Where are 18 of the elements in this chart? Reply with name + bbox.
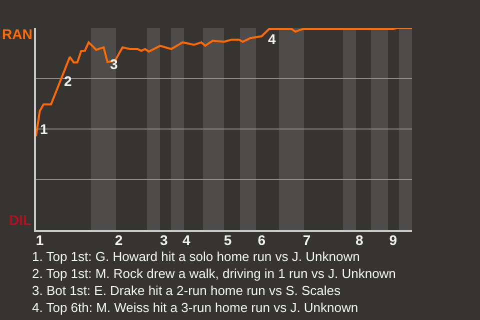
annotation: 1: [40, 121, 48, 137]
x-tick-label: 8: [355, 232, 364, 248]
x-tick-label: 6: [258, 232, 266, 248]
x-tick-label: 1: [36, 232, 44, 248]
text: DIL: [9, 212, 32, 228]
x-tick-label: 4: [182, 232, 190, 248]
x-tick-label: 2: [114, 232, 123, 248]
text: RAN: [2, 26, 32, 42]
annotation: 2: [64, 73, 72, 89]
text: 3. Bot 1st: E. Drake hit a 2-run home run vs S. Scales: [32, 283, 342, 298]
x-tick-label: 9: [389, 232, 398, 248]
x-tick-label: 5: [224, 232, 232, 248]
x-tick-label: 7: [302, 232, 311, 248]
text: 2. Top 1st: M. Rock drew a walk, driving in 1 run vs J. Unknown: [32, 266, 396, 281]
x-tick-label: 3: [160, 232, 168, 248]
text: 4. Top 6th: M. Weiss hit a 3-run home run vs J. Unknown: [32, 300, 358, 315]
annotation: 4: [268, 31, 276, 47]
text: 1. Top 1st: G. Howard hit a solo home run vs J. Unknown: [32, 249, 360, 264]
